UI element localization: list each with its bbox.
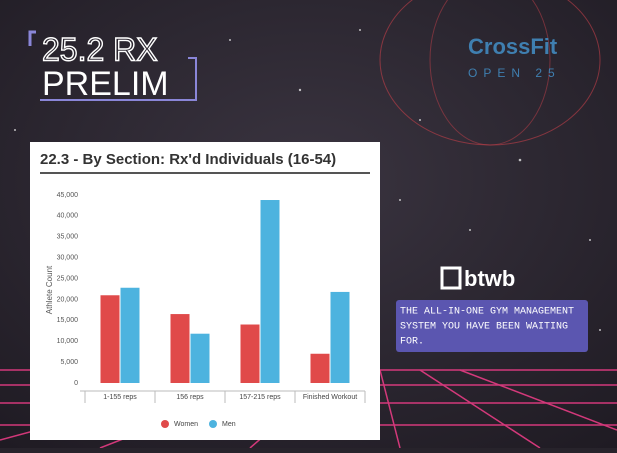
bar — [240, 324, 260, 383]
legend-label: Women — [174, 421, 198, 428]
x-tick-label: 1-155 reps — [103, 394, 137, 401]
bracket — [40, 57, 197, 101]
x-tick-label: Finished Workout — [303, 394, 357, 401]
stars — [14, 29, 601, 331]
bar — [170, 314, 190, 383]
ad-box — [396, 300, 588, 352]
legend-swatch — [161, 420, 169, 428]
y-tick-label: 5,000 — [60, 359, 78, 366]
y-tick-label: 45,000 — [57, 192, 79, 199]
y-tick-label: 25,000 — [57, 275, 79, 282]
y-tick-label: 30,000 — [57, 255, 79, 262]
y-tick-label: 40,000 — [57, 213, 79, 220]
x-tick-label: 156 reps — [176, 394, 204, 401]
y-tick-label: 15,000 — [57, 317, 79, 324]
bar — [190, 333, 210, 383]
ad-logo: btwb — [464, 266, 515, 291]
brand: CrossFit — [468, 34, 558, 59]
ad-text: THE ALL-IN-ONE GYM MANAGEMENT SYSTEM YOU … — [400, 307, 574, 348]
chart-title: 22.3 - By Section: Rx'd Individuals (16-… — [40, 151, 336, 168]
ad-line: SYSTEM YOU HAVE BEEN WAITING — [400, 322, 568, 333]
y-tick-label: 0 — [74, 380, 78, 387]
plot: 0 5,000 10,000 15,000 20,000 25,000 30,000 35,0… — [57, 192, 366, 428]
legend-swatch — [209, 420, 217, 428]
bar — [330, 291, 350, 383]
bar — [260, 200, 280, 383]
brand-sub: OPEN 25 — [468, 66, 561, 80]
bar — [100, 295, 120, 383]
y-tick-label: 10,000 — [57, 338, 79, 345]
x-tick-label: 157-215 reps — [239, 394, 281, 401]
event-title: 25.2 RX — [42, 31, 158, 67]
event-subtitle: PRELIM — [42, 65, 169, 103]
ad-line: THE ALL-IN-ONE GYM MANAGEMENT — [400, 307, 574, 318]
y-tick-label: 35,000 — [57, 234, 79, 241]
logo-icon — [440, 266, 462, 290]
legend-label: Men — [222, 421, 236, 428]
chart-panel — [30, 142, 380, 440]
bar — [120, 287, 140, 383]
globe-meridian — [429, 0, 551, 146]
y-tick-label: 20,000 — [57, 296, 79, 303]
ad-line: FOR. — [400, 337, 424, 348]
bracket — [28, 30, 36, 46]
y-axis-label: Athlete Count — [45, 265, 54, 314]
bar — [310, 353, 330, 383]
